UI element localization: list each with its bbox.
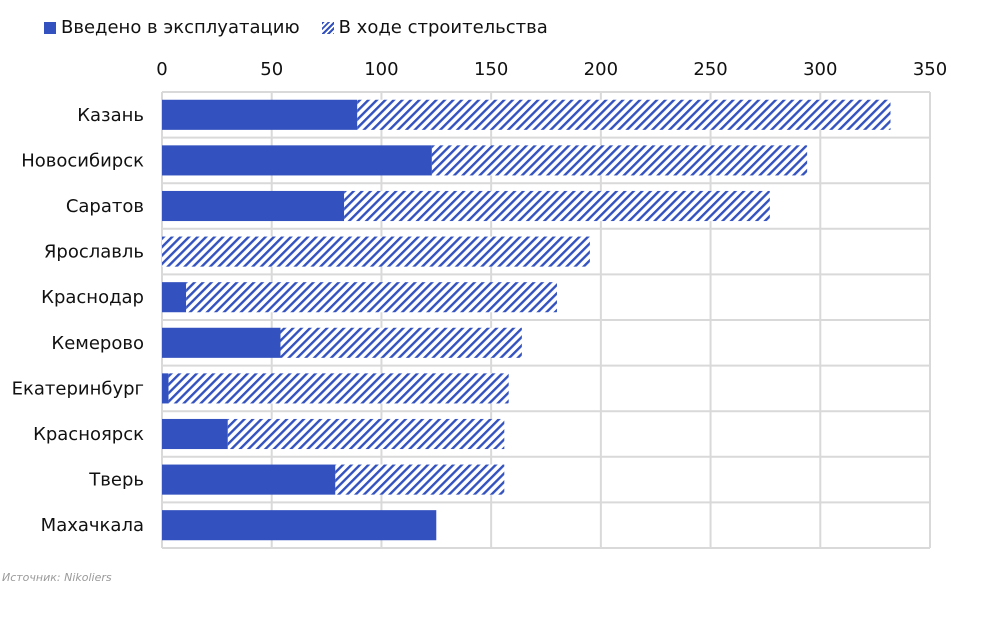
bar-under-construction xyxy=(280,327,522,358)
bar-commissioned xyxy=(162,327,281,358)
bar-under-construction xyxy=(168,373,509,404)
bar-under-construction xyxy=(335,464,505,495)
bar-commissioned xyxy=(162,145,432,176)
bar-commissioned xyxy=(162,373,169,404)
category-label: Казань xyxy=(77,105,144,126)
legend-swatch-hatched xyxy=(321,21,334,34)
category-label: Кемерово xyxy=(51,333,144,354)
x-tick-label: 350 xyxy=(913,59,947,80)
category-label: Красноярск xyxy=(33,424,144,445)
x-tick-label: 50 xyxy=(260,59,283,80)
category-label: Тверь xyxy=(88,470,144,491)
x-tick-label: 100 xyxy=(364,59,398,80)
legend-item-commissioned: Введено в эксплуатацию xyxy=(44,17,300,38)
bar-under-construction xyxy=(431,145,808,176)
bar-commissioned xyxy=(162,510,437,541)
x-tick-label: 150 xyxy=(474,59,508,80)
bar-commissioned xyxy=(162,282,187,313)
legend: Введено в эксплуатацию В ходе строительс… xyxy=(44,17,548,38)
legend-item-under-construction: В ходе строительства xyxy=(321,17,548,38)
category-label: Екатеринбург xyxy=(12,378,144,399)
source-note: Источник: Nikoliers xyxy=(2,571,112,584)
bar-commissioned xyxy=(162,464,336,495)
bar-under-construction xyxy=(162,236,590,267)
bar-commissioned xyxy=(162,190,345,222)
category-label: Саратов xyxy=(66,196,144,217)
bar-commissioned xyxy=(162,418,228,450)
category-label: Новосибирск xyxy=(21,150,144,171)
bar-under-construction xyxy=(186,282,557,313)
bar-under-construction xyxy=(344,190,770,222)
category-label: Махачкала xyxy=(41,515,144,536)
x-tick-label: 0 xyxy=(156,59,167,80)
bar-commissioned xyxy=(162,99,358,130)
bar-under-construction xyxy=(227,418,505,450)
category-label: Краснодар xyxy=(41,287,144,308)
category-label: Ярославль xyxy=(44,242,144,263)
x-tick-label: 300 xyxy=(803,59,837,80)
x-tick-label: 250 xyxy=(693,59,727,80)
x-tick-label: 200 xyxy=(584,59,618,80)
legend-swatch-solid xyxy=(44,21,56,34)
bar-under-construction xyxy=(357,99,891,130)
